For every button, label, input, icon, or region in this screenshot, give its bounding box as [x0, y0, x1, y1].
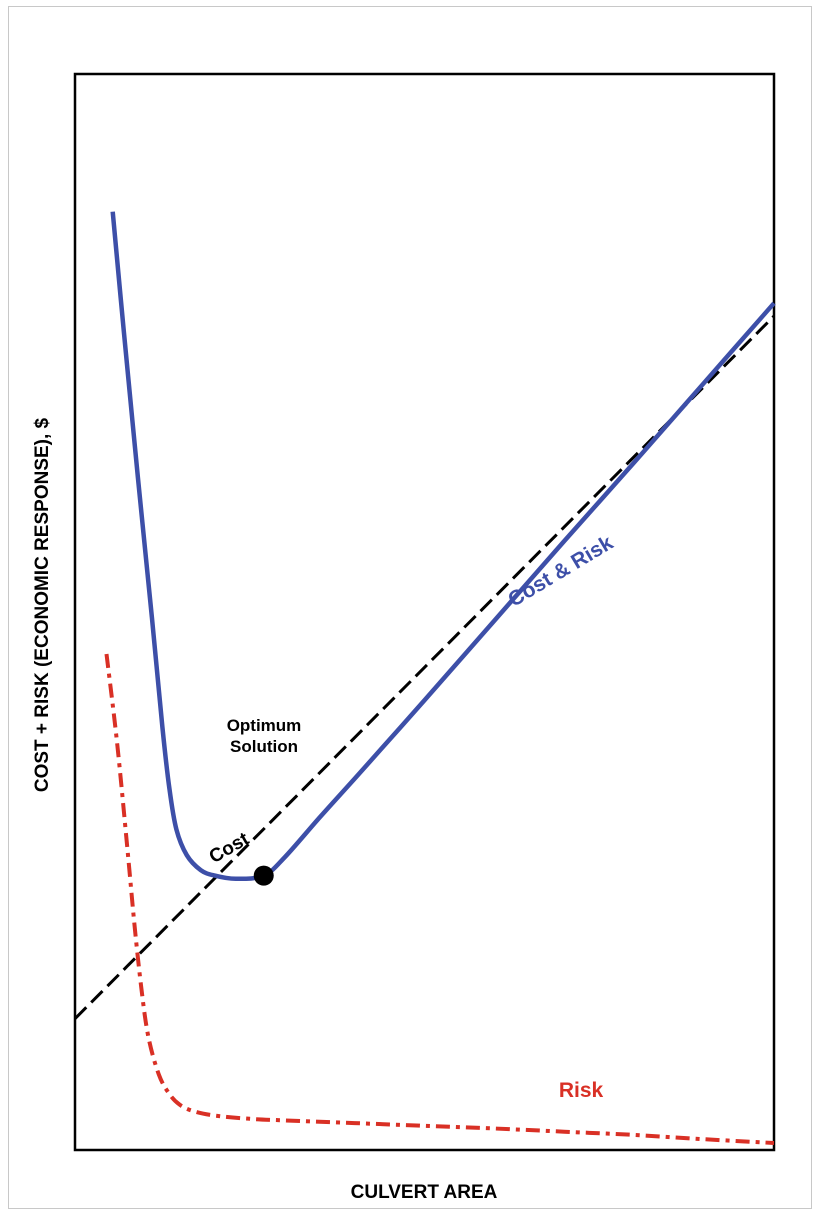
- x-axis-title: CULVERT AREA: [351, 1182, 498, 1203]
- optimum-label-line2: Solution: [230, 737, 298, 756]
- risk-label: Risk: [559, 1079, 604, 1102]
- series-line-cost-risk: [110, 211, 776, 882]
- series-line-risk: [104, 653, 775, 1145]
- series-layer: [73, 211, 776, 1145]
- plot-area: [73, 72, 776, 1152]
- optimum-label-line1: Optimum: [227, 716, 302, 735]
- figure-frame: Optimum Solution Cost Cost & Risk Risk CULVE…: [8, 6, 812, 1209]
- series-line-cost: [73, 315, 776, 1020]
- optimum-point-marker: [253, 865, 274, 886]
- y-axis-title: COST + RISK (ECONOMIC RESPONSE), $: [32, 417, 53, 792]
